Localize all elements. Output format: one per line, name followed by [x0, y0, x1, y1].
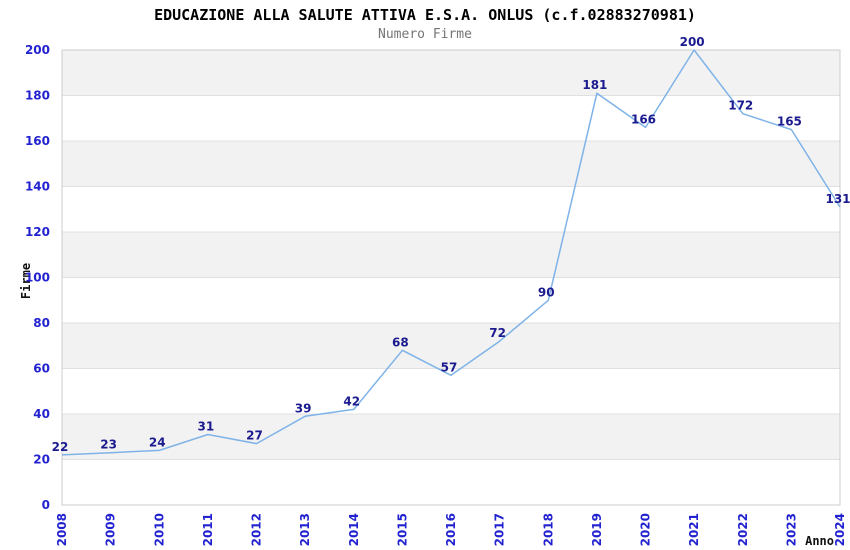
x-tick-label: 2008 [55, 513, 69, 546]
x-tick-label: 2024 [833, 513, 847, 546]
x-tick-label: 2023 [784, 513, 798, 546]
x-axis-title: Anno [805, 534, 834, 548]
x-tick-label: 2019 [590, 513, 604, 546]
plot-band [62, 50, 840, 96]
value-label: 39 [295, 401, 312, 415]
value-label: 131 [825, 192, 850, 206]
x-tick-label: 2009 [104, 513, 118, 546]
x-tick-label: 2016 [444, 513, 458, 546]
value-label: 68 [392, 335, 409, 349]
y-tick-label: 160 [25, 134, 50, 148]
plot-band [62, 95, 840, 141]
y-tick-label: 80 [33, 316, 50, 330]
x-tick-label: 2022 [736, 513, 750, 546]
plot-band [62, 232, 840, 278]
value-label: 27 [246, 429, 263, 443]
y-tick-label: 0 [42, 498, 50, 512]
value-label: 42 [343, 394, 360, 408]
plot-border [61, 49, 841, 506]
chart-subtitle: Numero Firme [378, 27, 472, 42]
x-tick-label: 2012 [250, 513, 264, 546]
value-label: 172 [728, 99, 753, 113]
y-tick-label: 200 [25, 43, 50, 57]
x-tick-label: 2010 [152, 513, 166, 546]
plot-band [62, 459, 840, 505]
value-label: 72 [489, 326, 506, 340]
plot-band [62, 323, 840, 369]
value-label: 23 [100, 438, 117, 452]
y-tick-label: 120 [25, 225, 50, 239]
x-tick-label: 2020 [639, 513, 653, 546]
value-label: 24 [149, 435, 166, 449]
value-label: 165 [777, 115, 802, 129]
value-label: 166 [631, 112, 656, 126]
value-label: 57 [441, 360, 458, 374]
x-tick-label: 2011 [201, 513, 215, 546]
series-line [61, 49, 841, 456]
y-tick-label: 40 [33, 407, 50, 421]
plot-band [62, 368, 840, 414]
x-tick-label: 2014 [347, 513, 361, 546]
x-tick-label: 2018 [541, 513, 555, 546]
plot-band [62, 186, 840, 232]
value-label: 90 [538, 285, 555, 299]
plot-band [62, 414, 840, 460]
chart-title: EDUCAZIONE ALLA SALUTE ATTIVA E.S.A. ONL… [154, 6, 696, 24]
x-tick-label: 2017 [493, 513, 507, 546]
value-label: 200 [680, 35, 705, 49]
x-tick-label: 2013 [298, 513, 312, 546]
value-label: 31 [198, 419, 215, 433]
y-tick-label: 20 [33, 453, 50, 467]
y-tick-label: 140 [25, 180, 50, 194]
x-tick-label: 2015 [395, 513, 409, 546]
plot-band [62, 141, 840, 187]
x-tick-label: 2021 [687, 513, 701, 546]
plot-band [62, 277, 840, 323]
y-tick-label: 60 [33, 362, 50, 376]
y-tick-label: 100 [25, 271, 50, 285]
y-tick-label: 180 [25, 89, 50, 103]
value-label: 181 [582, 78, 607, 92]
value-label: 22 [52, 440, 69, 454]
